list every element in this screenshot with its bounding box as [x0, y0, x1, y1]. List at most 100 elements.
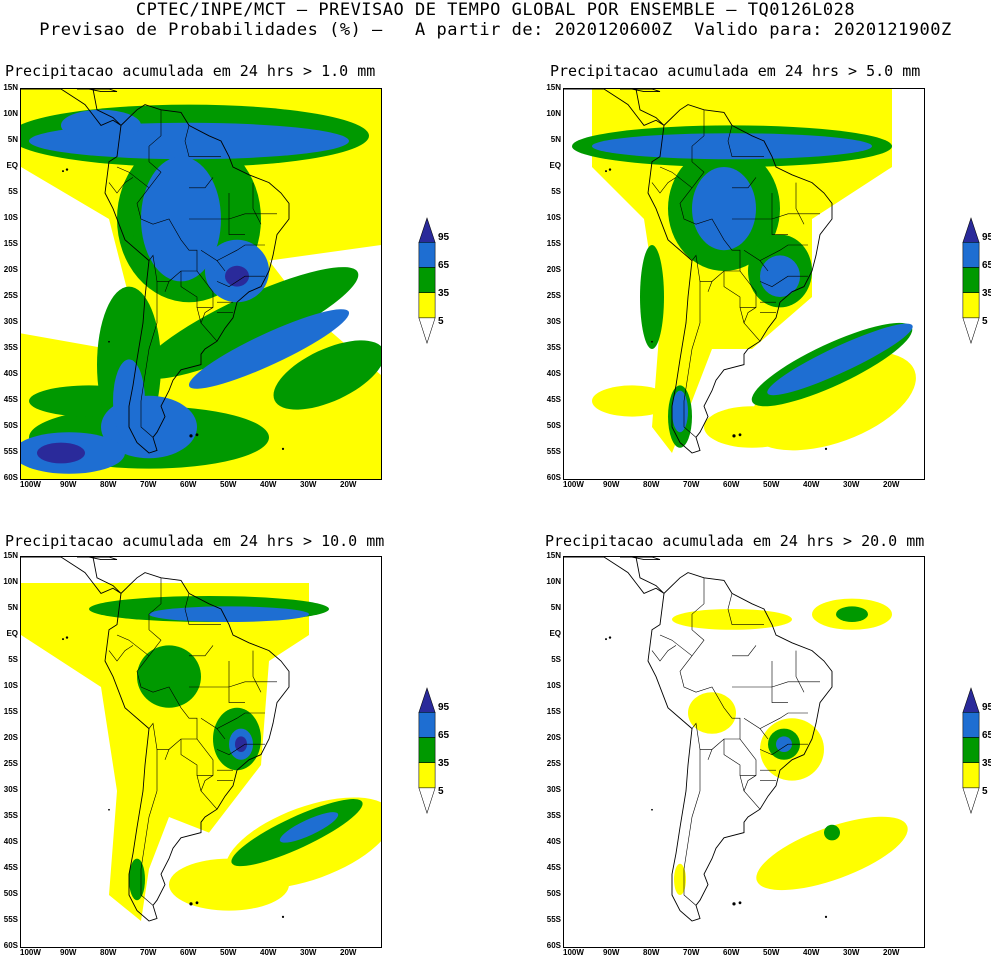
lat-tick-label: 20S	[546, 265, 561, 274]
lon-tick-label: 80W	[643, 480, 660, 489]
precipitation-map	[563, 88, 925, 480]
lon-tick-label: 40W	[803, 480, 820, 489]
lat-tick-label: 15S	[3, 239, 18, 248]
lon-tick-label: 70W	[140, 948, 157, 957]
prob-65-95-layer	[149, 606, 339, 843]
lon-tick-label: 50W	[763, 480, 780, 489]
lon-tick-label: 100W	[563, 948, 584, 957]
colorbar-label: 95	[438, 232, 450, 243]
precipitation-map	[20, 556, 382, 948]
lon-tick-label: 50W	[763, 948, 780, 957]
lat-tick-label: 45S	[546, 863, 561, 872]
lat-tick-label: 40S	[3, 837, 18, 846]
lat-tick-label: 20S	[3, 265, 18, 274]
lat-tick-label: 25S	[3, 291, 18, 300]
colorbar-label: 35	[982, 758, 991, 769]
lon-tick-label: 100W	[20, 480, 41, 489]
lat-tick-label: 5N	[7, 135, 18, 144]
prob-95-layer	[37, 265, 249, 464]
lon-tick-label: 70W	[683, 480, 700, 489]
lat-tick-label: 40S	[3, 369, 18, 378]
colorbar-label: 65	[438, 260, 450, 271]
lon-tick-label: 80W	[643, 948, 660, 957]
lat-tick-label: 40S	[546, 837, 561, 846]
lon-tick-label: 40W	[260, 480, 277, 489]
lat-tick-label: 60S	[546, 473, 561, 482]
colorbar-label: 5	[982, 786, 988, 797]
lat-tick-label: 35S	[3, 811, 18, 820]
colorbar-label: 95	[982, 232, 991, 243]
prob-5-35-layer	[21, 583, 381, 921]
lon-tick-label: 60W	[180, 948, 197, 957]
colorbar-label: 5	[438, 786, 444, 797]
precipitation-map	[563, 556, 925, 948]
lon-tick-label: 20W	[883, 480, 900, 489]
country-borders	[108, 109, 277, 438]
figure-subtitle: Previsao de Probabilidades (%) – A parti…	[39, 20, 952, 40]
coastline	[564, 89, 833, 454]
lon-tick-label: 40W	[803, 948, 820, 957]
panel-title: Precipitacao acumulada em 24 hrs > 20.0 …	[545, 532, 925, 550]
lon-tick-label: 60W	[723, 480, 740, 489]
prob-65-95-layer	[776, 736, 792, 752]
figure-title: CPTEC/INPE/MCT – PREVISAO DE TEMPO GLOBA…	[135, 0, 856, 20]
lon-tick-label: 100W	[563, 480, 584, 489]
lat-tick-label: 35S	[546, 343, 561, 352]
lat-tick-label: 15S	[3, 707, 18, 716]
lat-tick-label: 5S	[8, 187, 18, 196]
lon-tick-label: 50W	[220, 948, 237, 957]
lat-tick-label: 5N	[7, 603, 18, 612]
lon-tick-label: 70W	[683, 948, 700, 957]
lat-tick-label: 25S	[546, 759, 561, 768]
lat-tick-label: 25S	[3, 759, 18, 768]
lon-tick-label: 70W	[140, 480, 157, 489]
lon-tick-label: 20W	[883, 948, 900, 957]
colorbar-label: 35	[438, 288, 450, 299]
lat-tick-label: 60S	[3, 941, 18, 950]
lat-tick-label: 55S	[3, 447, 18, 456]
lat-tick-label: 10N	[3, 577, 18, 586]
lat-tick-label: 30S	[546, 317, 561, 326]
lat-tick-label: 45S	[3, 395, 18, 404]
lon-tick-label: 90W	[603, 948, 620, 957]
lon-tick-label: 90W	[60, 948, 77, 957]
islands	[62, 636, 285, 918]
lat-tick-label: 50S	[546, 889, 561, 898]
prob-65-95-layer	[592, 133, 913, 433]
prob-95-layer	[235, 736, 247, 752]
lat-tick-label: 10S	[3, 213, 18, 222]
lon-tick-label: 30W	[843, 480, 860, 489]
lon-tick-label: 60W	[180, 480, 197, 489]
lat-tick-label: 15N	[3, 551, 18, 560]
coastline	[564, 557, 833, 922]
islands	[605, 636, 828, 918]
lon-tick-label: 30W	[843, 948, 860, 957]
lat-tick-label: 50S	[3, 889, 18, 898]
colorbar	[962, 687, 980, 814]
lat-tick-label: EQ	[549, 161, 561, 170]
colorbar-label: 65	[982, 730, 991, 741]
prob-65-95-layer	[21, 109, 350, 474]
lat-tick-label: 10N	[546, 109, 561, 118]
colorbar	[962, 217, 980, 344]
colorbar-label: 5	[982, 316, 988, 327]
lat-tick-label: 15N	[546, 83, 561, 92]
lat-tick-label: 55S	[546, 447, 561, 456]
lat-tick-label: 55S	[3, 915, 18, 924]
lat-tick-label: 15N	[546, 551, 561, 560]
lon-tick-label: 80W	[100, 480, 117, 489]
lat-tick-label: 5S	[551, 187, 561, 196]
colorbar-label: 5	[438, 316, 444, 327]
lat-tick-label: 35S	[3, 343, 18, 352]
colorbar	[418, 217, 436, 344]
lat-tick-label: 10S	[546, 213, 561, 222]
lon-tick-label: 60W	[723, 948, 740, 957]
lat-tick-label: 45S	[546, 395, 561, 404]
lat-tick-label: 15S	[546, 707, 561, 716]
colorbar-label: 95	[438, 702, 450, 713]
lon-tick-label: 20W	[340, 948, 357, 957]
panel-title: Precipitacao acumulada em 24 hrs > 5.0 m…	[550, 62, 921, 80]
lat-tick-label: 10S	[546, 681, 561, 690]
lat-tick-label: EQ	[6, 161, 18, 170]
lat-tick-label: 45S	[3, 863, 18, 872]
